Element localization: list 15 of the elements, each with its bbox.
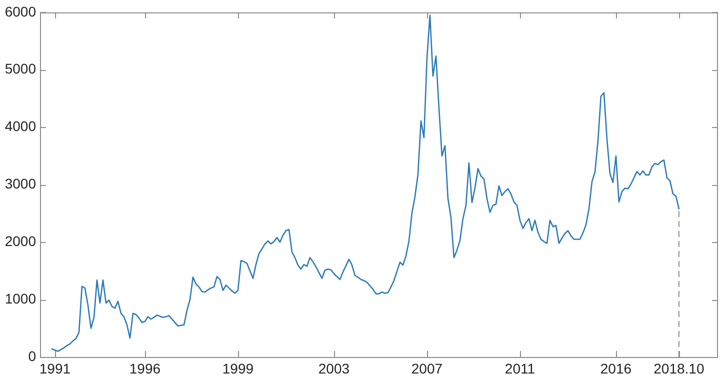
- y-tick-label: 6000: [4, 3, 36, 20]
- y-tick-label: 2000: [4, 232, 36, 249]
- y-tick-label: 5000: [4, 60, 36, 77]
- x-tick-label: 2018.10: [654, 360, 704, 376]
- x-tick-label: 1996: [129, 360, 161, 376]
- x-tick-label: 2003: [318, 360, 350, 376]
- x-tick-label: 2011: [504, 360, 536, 376]
- y-tick-label: 3000: [4, 176, 36, 192]
- y-tick-label: 0: [28, 348, 36, 364]
- y-tick-label: 4000: [4, 118, 36, 134]
- x-tick-label: 1991: [39, 360, 71, 376]
- x-tick-label: 2007: [411, 360, 443, 376]
- x-tick-label: 1999: [222, 360, 254, 376]
- x-tick-label: 2016: [600, 360, 632, 376]
- y-tick-label: 1000: [4, 290, 36, 306]
